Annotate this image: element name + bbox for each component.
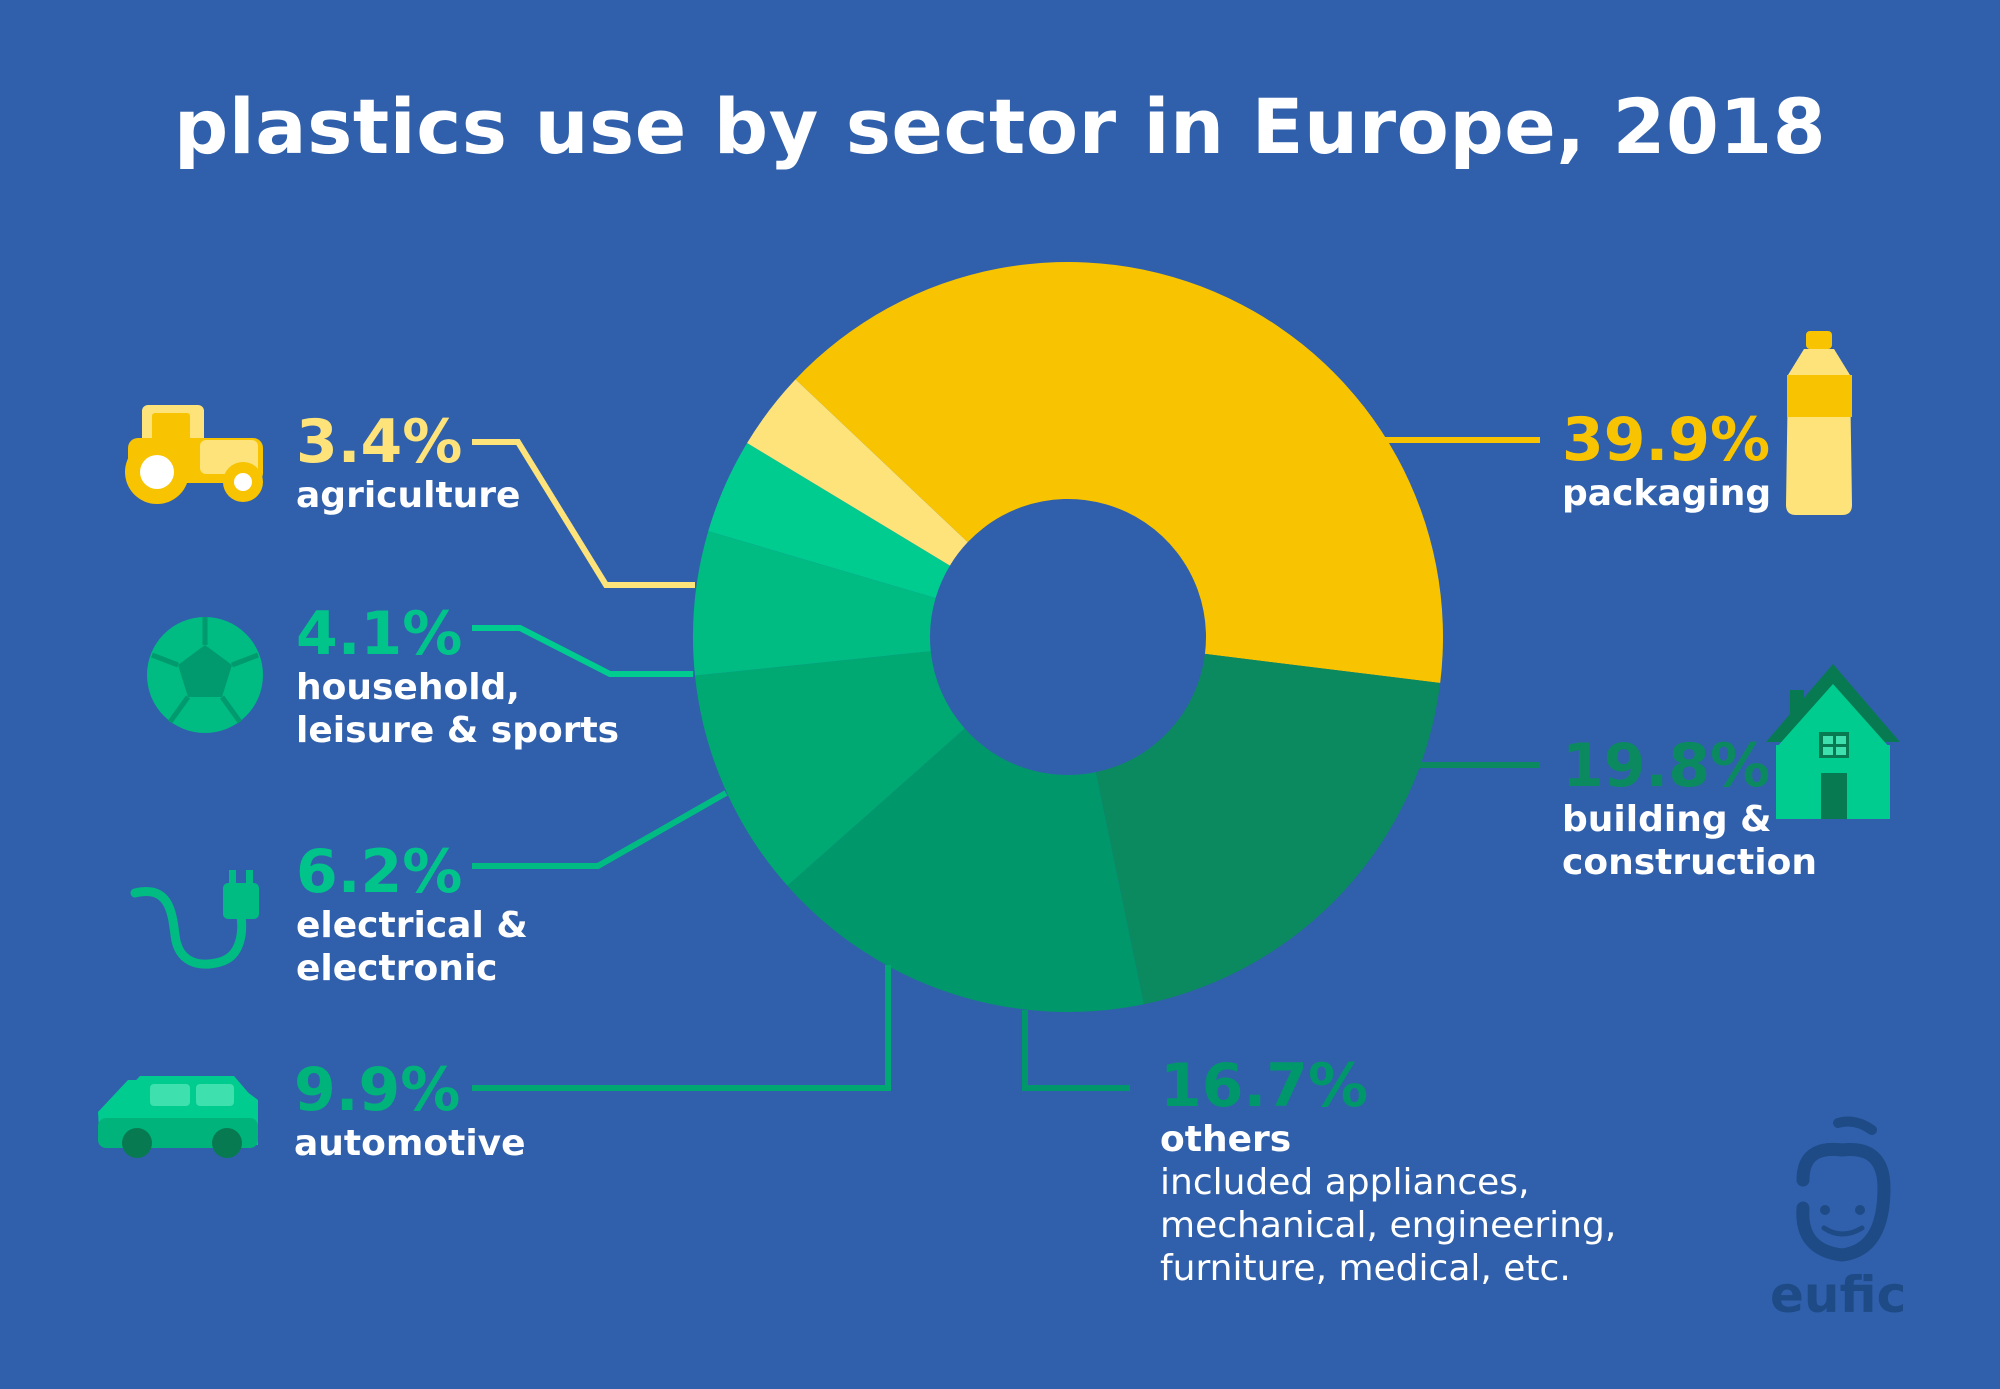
plug-icon <box>130 870 259 969</box>
leader-line-2 <box>1022 1010 1130 1091</box>
pct-packaging: 39.9% <box>1562 405 1771 475</box>
name-building: building & construction <box>1562 799 1817 883</box>
name-electrical: electrical & electronic <box>296 905 528 989</box>
slice-6 <box>747 379 968 566</box>
name-packaging: packaging <box>1562 473 1772 514</box>
slice-1 <box>1095 653 1441 1005</box>
pct-agriculture: 3.4% <box>296 407 463 477</box>
donut-slices <box>693 261 1443 1012</box>
leader-lines <box>472 437 1540 1091</box>
chart-title: plastics use by sector in Europe, 2018 <box>173 82 1827 171</box>
eufic-logo-icon <box>1796 1116 1891 1262</box>
slice-4 <box>693 531 936 676</box>
slice-3 <box>694 651 965 886</box>
sub-others: included appliances, mechanical, enginee… <box>1160 1162 1617 1289</box>
label-packaging: 39.9% packaging <box>1562 408 1771 515</box>
label-household: 4.1% household, leisure & sports <box>296 602 619 752</box>
name-agriculture: agriculture <box>296 475 521 516</box>
label-automotive: 9.9% automotive <box>294 1058 526 1165</box>
tractor-icon <box>125 405 263 504</box>
pct-others: 16.7% <box>1160 1051 1369 1121</box>
name-household: household, leisure & sports <box>296 667 620 751</box>
slice-5 <box>708 442 950 599</box>
pct-automotive: 9.9% <box>294 1055 461 1125</box>
pct-household: 4.1% <box>296 599 463 669</box>
name-others: others <box>1160 1119 1292 1160</box>
leader-line-5 <box>472 625 693 677</box>
leader-line-6 <box>472 439 695 588</box>
label-others: 16.7% others included appliances, mechan… <box>1160 1054 1616 1290</box>
eufic-logo-text: eufic <box>1770 1266 1907 1324</box>
leader-line-3 <box>472 965 891 1091</box>
bottle-icon <box>1786 331 1852 515</box>
football-icon <box>147 617 263 733</box>
label-electrical: 6.2% electrical & electronic <box>296 840 528 990</box>
pct-electrical: 6.2% <box>296 837 463 907</box>
slice-2 <box>787 728 1144 1012</box>
pct-building: 19.8% <box>1562 731 1771 801</box>
car-icon <box>98 1076 258 1158</box>
house-icon <box>1766 664 1900 819</box>
slice-0 <box>795 261 1443 683</box>
label-agriculture: 3.4% agriculture <box>296 410 520 517</box>
leader-line-4 <box>472 790 728 869</box>
label-building: 19.8% building & construction <box>1562 734 1817 884</box>
name-automotive: automotive <box>294 1123 526 1164</box>
